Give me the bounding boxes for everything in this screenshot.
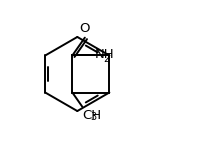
Text: CH: CH xyxy=(83,109,102,122)
Text: 2: 2 xyxy=(103,54,109,64)
Text: NH: NH xyxy=(95,48,114,61)
Text: 3: 3 xyxy=(91,112,97,122)
Text: O: O xyxy=(80,22,90,35)
